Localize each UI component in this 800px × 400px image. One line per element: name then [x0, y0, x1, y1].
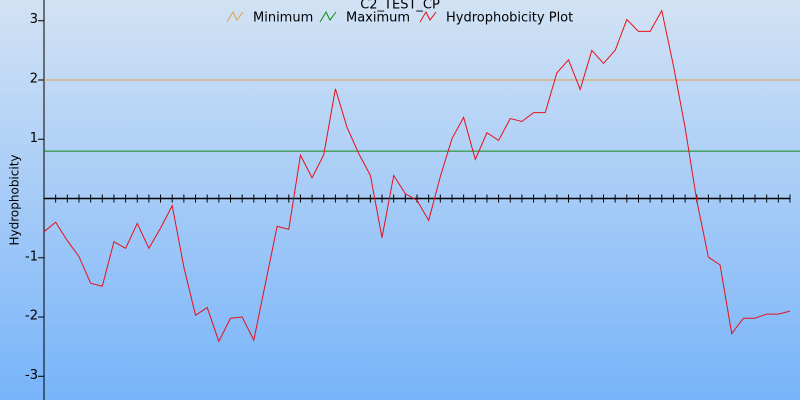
y-tick-label: 2: [30, 72, 38, 87]
legend-label: Hydrophobicity Plot: [446, 11, 573, 26]
y-axis-label: Hydrophobicity: [8, 154, 22, 245]
legend-icon: [226, 10, 244, 23]
legend-label: Maximum: [346, 11, 410, 26]
y-tick-label: -2: [25, 309, 38, 324]
chart-title: C2_TEST_CP: [360, 0, 440, 13]
y-tick-label: 1: [30, 131, 38, 146]
y-tick-label: -3: [25, 368, 38, 383]
y-tick-label: -1: [25, 249, 38, 264]
y-tick-label: 3: [30, 12, 38, 27]
legend-icon: [319, 10, 337, 23]
legend-icon: [419, 10, 437, 23]
data-line: [43, 9, 791, 343]
legend-label: Minimum: [253, 11, 313, 26]
